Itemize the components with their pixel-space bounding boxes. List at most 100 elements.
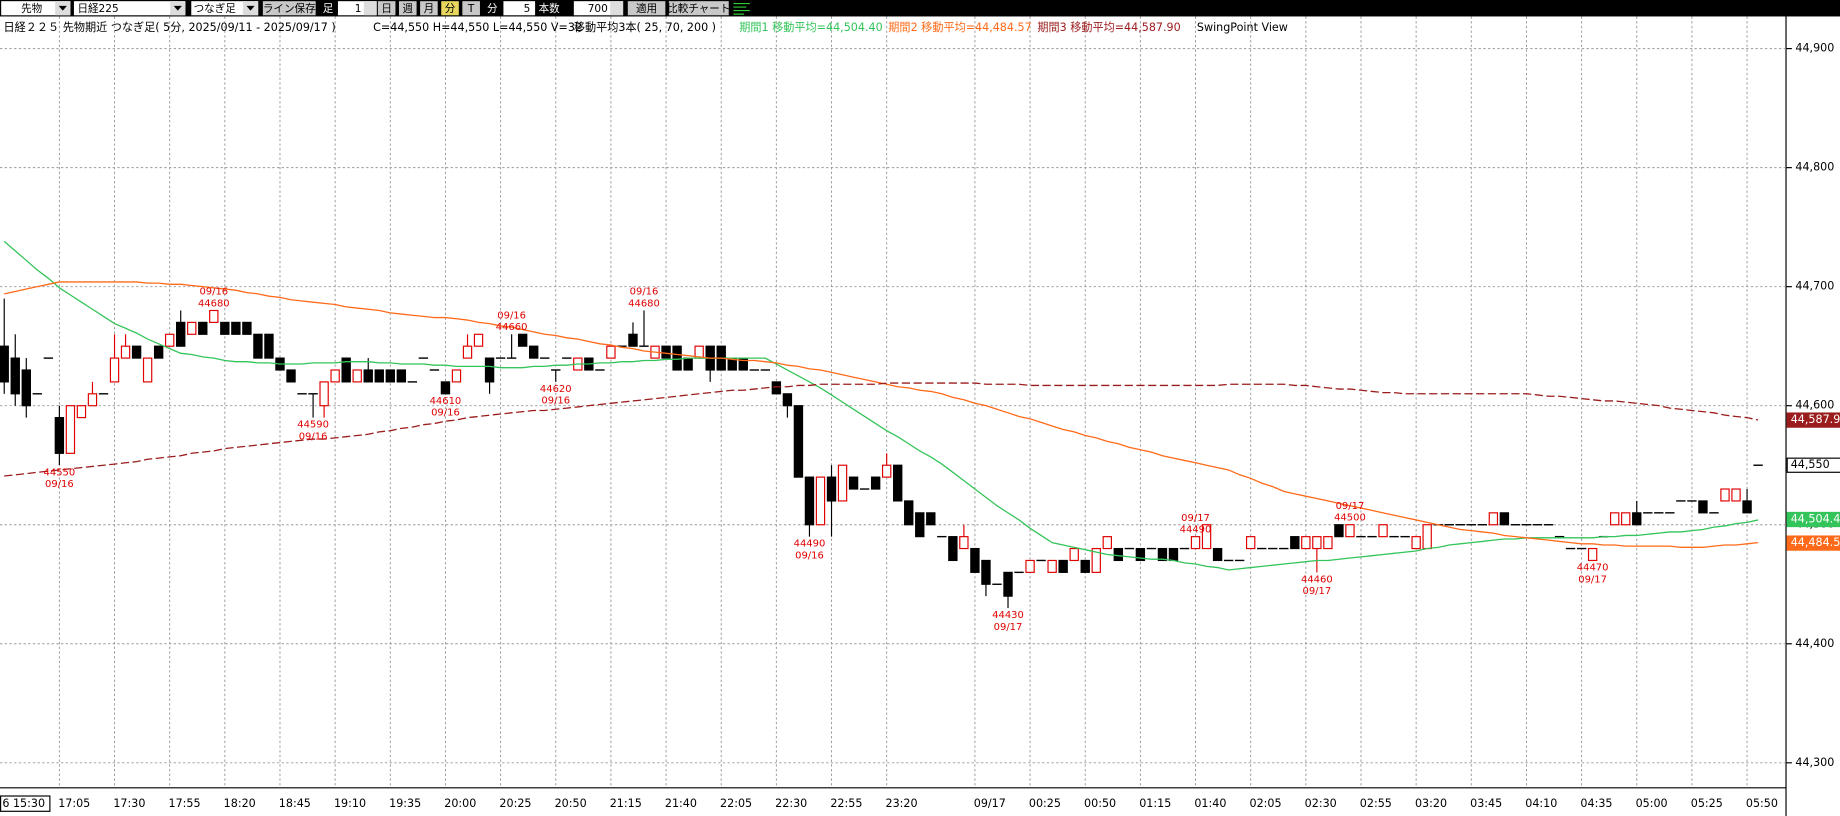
moving-average <box>4 382 1759 477</box>
swing-price: 44470 <box>1577 563 1609 574</box>
unit: 分 <box>487 3 498 15</box>
candle-body <box>242 321 252 335</box>
count: 700 <box>588 3 608 15</box>
y-tick-label: 44,700 <box>1795 280 1834 293</box>
view-label: SwingPoint View <box>1197 21 1288 34</box>
chart-icon[interactable] <box>733 2 750 15</box>
period-button[interactable] <box>462 1 480 16</box>
candle-body <box>385 369 395 383</box>
x-tick-label: 21:40 <box>665 797 697 810</box>
candle-body <box>65 405 76 454</box>
swing-price: 44430 <box>992 610 1024 621</box>
candle-body <box>870 476 881 490</box>
arrow-icon <box>58 5 67 11</box>
x-tick-label: 02:05 <box>1250 797 1282 810</box>
candle-body <box>661 345 671 359</box>
x-tick-label: 19:35 <box>389 797 421 810</box>
candle-body <box>1212 547 1223 562</box>
mode-select[interactable] <box>191 1 259 16</box>
spinner[interactable] <box>610 1 624 16</box>
legend-entry: 期間1 移動平均=44,504.40 <box>739 20 882 34</box>
period-button[interactable] <box>398 1 417 16</box>
save-button[interactable] <box>262 1 316 16</box>
candle-body <box>1301 536 1311 550</box>
candle-body <box>374 369 384 383</box>
legend-entry: 期間2 移動平均=44,484.57 <box>888 20 1031 34</box>
candle-body <box>1698 500 1708 514</box>
x-tick-label: 04:10 <box>1525 797 1557 810</box>
swing-date: 09/16 <box>199 287 228 298</box>
x-tick-label: 05:00 <box>1636 797 1668 810</box>
swing-price: 44490 <box>1180 525 1212 536</box>
candle-body <box>131 345 142 359</box>
swing-date: 09/16 <box>541 396 570 407</box>
candle-body <box>1411 536 1421 550</box>
ohlcv: C=44,550 H=44,550 L=44,550 V=32 <box>373 21 582 34</box>
arrow-icon <box>246 5 255 11</box>
swing-date: 09/17 <box>1336 501 1365 512</box>
y-tick-label: 44,900 <box>1795 42 1834 55</box>
candle-body <box>120 345 131 359</box>
candle-body <box>1047 559 1057 573</box>
period-button[interactable] <box>420 1 438 16</box>
x-tick-label: 04:35 <box>1580 797 1612 810</box>
x-tick-label: 17:55 <box>169 797 201 810</box>
candle-body <box>1632 512 1642 526</box>
candle-body <box>848 476 859 490</box>
apply-button[interactable] <box>627 1 666 16</box>
candle-body <box>606 345 616 359</box>
x-tick-label: 6 15:30 <box>2 797 45 810</box>
symbol: 日経225 <box>77 2 118 15</box>
price-badge <box>1786 412 1840 428</box>
y-tick-label: 44,400 <box>1795 637 1834 650</box>
swing-date: 09/17 <box>1303 586 1332 597</box>
market-select[interactable] <box>1 1 71 16</box>
save-label: ライン保存 <box>263 2 316 15</box>
interval-input[interactable] <box>503 1 536 16</box>
bar-label: 足 <box>323 3 334 15</box>
candle-body <box>1245 536 1256 550</box>
swing-price: 44550 <box>44 467 76 478</box>
candle-body <box>528 345 539 359</box>
candle-body <box>517 333 528 347</box>
candle-body <box>142 357 153 383</box>
candle-body <box>959 536 969 550</box>
spinner[interactable] <box>363 1 377 16</box>
x-tick-label: 22:30 <box>775 797 807 810</box>
symbol-select[interactable] <box>73 1 186 16</box>
candle-body <box>1157 547 1168 562</box>
candle-body <box>672 345 682 371</box>
candle-body <box>396 369 407 383</box>
candle-body <box>253 333 263 359</box>
x-tick-label: 03:20 <box>1415 797 1447 810</box>
x-tick-label: 01:40 <box>1194 797 1226 810</box>
candle-body <box>915 512 925 538</box>
period-label: T <box>467 3 475 15</box>
period-button[interactable] <box>377 1 396 16</box>
period-button[interactable] <box>441 1 459 16</box>
header: 日経２２５ 先物期近 つなぎ足( 5分, 2025/09/11 - 2025/0… <box>4 20 1288 34</box>
swing-date: 09/16 <box>795 550 824 561</box>
toolbar <box>0 0 1840 17</box>
candle-body <box>1201 524 1212 550</box>
candle-body <box>87 393 98 407</box>
swing-price: 44620 <box>540 384 572 395</box>
swing-price: 44680 <box>628 298 660 309</box>
candle-body <box>1422 524 1432 550</box>
candle-body <box>187 321 197 335</box>
grid <box>0 16 1787 788</box>
candle-body <box>1378 524 1388 538</box>
swing-date: 09/16 <box>299 431 328 442</box>
compare-button[interactable] <box>668 1 729 16</box>
candle-body <box>164 333 175 347</box>
candle-body <box>1058 559 1068 573</box>
x-tick-label: 00:50 <box>1084 797 1116 810</box>
candle-body <box>926 512 936 526</box>
candle-body <box>904 500 914 526</box>
candle-body <box>826 476 837 502</box>
x-tick-label: 17:30 <box>113 797 145 810</box>
price-badge-label: 44,504.40 <box>1791 512 1840 525</box>
x-tick-label: 09/17 <box>974 797 1006 810</box>
